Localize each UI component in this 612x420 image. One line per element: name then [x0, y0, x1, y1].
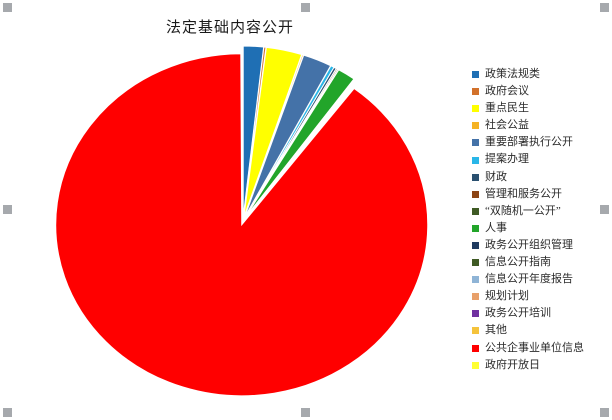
legend-label: 政务公开组织管理 — [485, 238, 573, 251]
legend-color-swatch — [472, 241, 479, 249]
legend-label: 信息公开年度报告 — [485, 273, 573, 286]
legend-color-swatch — [472, 173, 479, 181]
handle-top-right[interactable] — [600, 3, 609, 12]
chart-legend[interactable]: 政策法规类政府会议重点民生社会公益重要部署执行公开 提案办理财政管理和服务公开 “双… — [468, 66, 612, 374]
legend-label: 信息公开指南 — [485, 256, 551, 269]
legend-item[interactable]: 信息公开年度报告 — [468, 271, 612, 288]
legend-label: 其他 — [485, 324, 507, 337]
legend-color-swatch — [472, 327, 479, 335]
legend-item[interactable]: 社会公益 — [468, 117, 612, 134]
legend-color-swatch — [472, 71, 479, 79]
legend-color-swatch — [472, 190, 479, 198]
legend-label: 政策法规类 — [485, 68, 540, 80]
pie-slice-group — [55, 45, 429, 397]
legend-label: 公共企事业单位信息 — [485, 341, 584, 354]
legend-item[interactable]: 其他 — [468, 322, 612, 339]
legend-color-swatch — [472, 276, 479, 284]
legend-label: “双随机一公开” — [485, 204, 561, 217]
legend-item[interactable]: 提案办理 — [468, 151, 612, 168]
legend-label: 人事 — [485, 221, 507, 234]
legend-item[interactable]: 管理和服务公开 — [468, 186, 612, 203]
legend-item[interactable]: 重点民生 — [468, 100, 612, 117]
legend-color-swatch — [472, 207, 479, 215]
handle-bottom-right[interactable] — [600, 408, 609, 417]
pie-chart-svg[interactable] — [0, 28, 460, 420]
legend-label: 重要部署执行公开 — [485, 136, 573, 149]
handle-top-center[interactable] — [301, 3, 310, 12]
legend-item[interactable]: 财政 — [468, 169, 612, 186]
legend-color-swatch — [472, 310, 479, 318]
legend-label: 社会公益 — [485, 119, 529, 132]
legend-item[interactable]: 政府会议 — [468, 83, 612, 100]
legend-label: 政府会议 — [485, 85, 529, 98]
legend-item[interactable]: 信息公开指南 — [468, 254, 612, 271]
legend-item[interactable]: 政务公开组织管理 — [468, 237, 612, 254]
handle-top-left[interactable] — [3, 3, 12, 12]
handle-bottom-left[interactable] — [3, 408, 12, 417]
legend-label: 政务公开培训 — [485, 307, 551, 320]
legend-item[interactable]: “双随机一公开” — [468, 203, 612, 220]
legend-label: 提案办理 — [485, 153, 529, 166]
legend-item[interactable]: 公共企事业单位信息 — [468, 340, 612, 357]
pie-slice[interactable] — [245, 80, 359, 219]
legend-label: 规划计划 — [485, 290, 529, 303]
legend-item[interactable]: 人事 — [468, 220, 612, 237]
legend-color-swatch — [472, 293, 479, 301]
legend-item[interactable]: 重要部署执行公开 — [468, 134, 612, 151]
legend-label: 政府开放日 — [485, 358, 540, 371]
legend-color-swatch — [472, 224, 479, 232]
legend-color-swatch — [472, 139, 479, 147]
pie-plot-area[interactable] — [0, 28, 460, 420]
handle-middle-left[interactable] — [3, 205, 12, 214]
legend-color-swatch — [472, 344, 479, 352]
legend-color-swatch — [472, 105, 479, 113]
legend-item[interactable]: 规划计划 — [468, 288, 612, 305]
legend-label: 管理和服务公开 — [485, 187, 562, 200]
legend-color-swatch — [472, 361, 479, 369]
legend-color-swatch — [472, 122, 479, 130]
chart-title[interactable]: 法定基础内容公开 — [165, 20, 294, 36]
legend-label: 重点民生 — [485, 102, 529, 115]
legend-color-swatch — [472, 88, 479, 96]
handle-middle-right[interactable] — [600, 205, 609, 214]
pie-slice[interactable] — [241, 45, 244, 218]
legend-item[interactable]: 政府开放日 — [468, 357, 612, 374]
legend-item[interactable]: 政策法规类 — [468, 66, 612, 83]
legend-item[interactable]: 政务公开培训 — [468, 305, 612, 322]
legend-color-swatch — [472, 156, 479, 164]
legend-color-swatch — [472, 259, 479, 267]
pie-slice[interactable] — [55, 53, 429, 397]
legend-label: 财政 — [485, 170, 507, 183]
handle-bottom-center[interactable] — [301, 408, 310, 417]
